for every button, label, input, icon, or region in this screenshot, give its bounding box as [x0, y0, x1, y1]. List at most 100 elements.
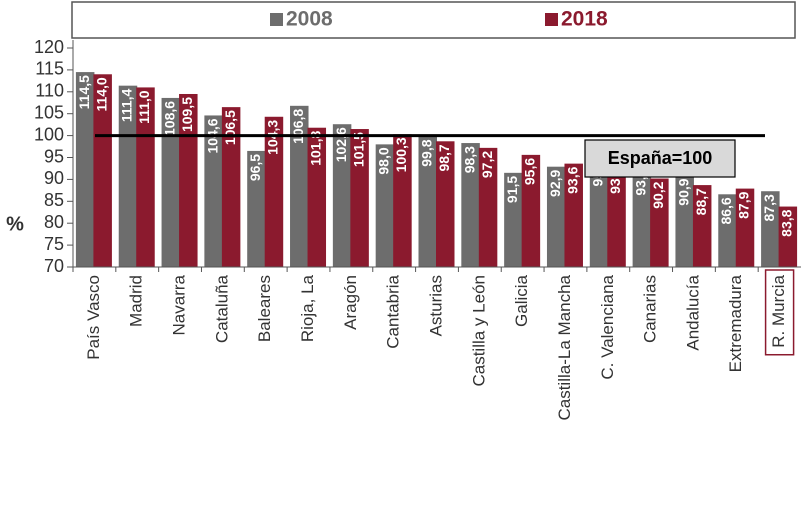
value-label: 104,3 [265, 120, 281, 155]
bar [564, 163, 583, 267]
bar [675, 175, 694, 267]
value-label: 95,6 [522, 158, 538, 185]
value-label: 88,7 [693, 188, 709, 215]
bar [375, 144, 395, 267]
bar [546, 166, 566, 267]
value-label: 90,9 [675, 178, 691, 205]
bar [589, 156, 609, 267]
value-label: 98,7 [436, 144, 452, 171]
bar [478, 147, 498, 267]
bar [221, 107, 241, 267]
bar [136, 87, 155, 267]
x-tick-label: Castilla y León [469, 275, 488, 387]
bar [161, 97, 181, 267]
y-tick-label: 85 [44, 190, 64, 210]
y-tick-label: 95 [44, 146, 64, 166]
y-tick-label: 120 [34, 37, 64, 57]
bar [436, 141, 455, 267]
bar [461, 143, 480, 267]
value-label: 86,6 [718, 197, 734, 224]
value-label: 100,3 [393, 137, 409, 172]
value-label: 106,5 [222, 110, 238, 145]
y-tick-label: 100 [34, 124, 64, 144]
value-label: 106,8 [290, 109, 306, 144]
value-label: 114,0 [93, 77, 109, 111]
y-tick-label: 70 [44, 256, 64, 276]
value-label: 91,5 [504, 176, 520, 203]
value-label: 102,6 [333, 127, 349, 162]
bar [718, 194, 737, 267]
value-label: 114,5 [76, 75, 92, 109]
bar [307, 127, 327, 267]
bar [179, 93, 198, 267]
y-axis-label: % [6, 213, 24, 235]
y-tick-label: 75 [44, 234, 64, 254]
annotation-box [584, 139, 736, 178]
value-label: 90,2 [650, 181, 666, 208]
y-tick-label: 90 [44, 168, 64, 188]
value-label: 98,3 [461, 146, 477, 173]
value-label: 111,0 [136, 90, 152, 124]
bar [692, 185, 712, 267]
x-tick-label: Andalucía [683, 274, 702, 350]
bar [75, 72, 95, 267]
bar [607, 163, 626, 267]
bar [393, 134, 412, 267]
bar [247, 150, 266, 267]
bar [204, 115, 223, 267]
legend-swatch [270, 13, 283, 26]
x-tick-label: Asturias [426, 275, 445, 336]
x-tick-label: Castilla-La Mancha [555, 274, 574, 420]
legend-label: 2008 [286, 8, 333, 31]
value-label: 99,8 [418, 139, 434, 166]
x-tick-label: R. Murcia [769, 274, 788, 347]
x-tick-label: Cantabria [384, 274, 403, 348]
x-tick-label: Madrid [127, 275, 146, 327]
value-label: 108,6 [162, 101, 178, 136]
bar [632, 165, 652, 267]
value-label: 109,5 [179, 97, 195, 132]
bar [418, 136, 437, 267]
value-label: 96,5 [247, 154, 263, 181]
value-label: 92,9 [547, 169, 563, 196]
value-label: 87,3 [761, 194, 777, 221]
value-label: 97,2 [479, 151, 495, 178]
value-label: 83,8 [779, 209, 795, 236]
x-tick-label: Cataluña [212, 274, 231, 343]
value-label: 98,0 [376, 147, 392, 174]
y-tick-label: 105 [34, 102, 64, 122]
x-tick-label: C. Valenciana [598, 274, 617, 379]
legend-box [71, 1, 796, 39]
value-label: 101,5 [350, 132, 366, 167]
bar [332, 124, 352, 267]
legend-swatch [545, 13, 558, 26]
bar [778, 206, 798, 267]
y-tick-label: 80 [44, 212, 64, 232]
bar [504, 172, 523, 267]
bar [521, 154, 541, 267]
x-tick-label: Extremadura [726, 274, 745, 372]
x-tick-label: Baleares [255, 275, 274, 342]
x-tick-label: País Vasco [84, 275, 103, 360]
bar [735, 188, 755, 267]
x-tick-label: Galicia [512, 274, 531, 327]
bar [350, 129, 369, 267]
x-tick-label: Canarias [641, 275, 660, 343]
legend-label: 2018 [561, 8, 608, 31]
bar [761, 191, 780, 267]
x-tick-label: Aragón [341, 275, 360, 330]
bar [650, 178, 669, 267]
value-label: 87,9 [736, 191, 752, 218]
x-tick-label: Rioja, La [298, 274, 317, 342]
x-tick-label: Navarra [170, 274, 189, 335]
value-label: 93,6 [564, 166, 580, 193]
bar [118, 85, 138, 267]
y-tick-label: 110 [35, 81, 64, 101]
annotation: España=100 [608, 148, 713, 168]
bar [93, 74, 112, 267]
highlight-box [764, 269, 795, 356]
value-label: 101,8 [307, 131, 323, 166]
bar [290, 105, 309, 267]
